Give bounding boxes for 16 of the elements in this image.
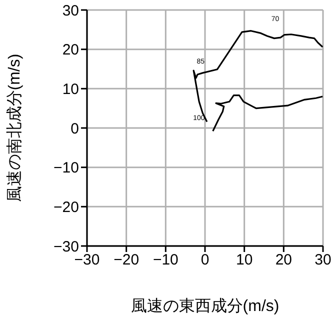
x-tick-label: 10	[236, 252, 253, 269]
x-tick-label: −10	[152, 252, 178, 269]
line-series	[212, 94, 323, 132]
line-series	[192, 30, 323, 123]
y-tick-label: −20	[54, 198, 79, 216]
y-tick-label: 0	[70, 120, 79, 138]
y-tick-label: 30	[62, 2, 79, 20]
y-tick-label: −10	[54, 160, 79, 177]
x-tick-label: 30	[314, 252, 332, 269]
y-tick-label: 20	[62, 42, 79, 59]
x-tick-label: 0	[200, 252, 210, 269]
y-axis-title: 風速の南北成分(m/s)	[6, 54, 24, 202]
x-tick-label: 20	[275, 252, 292, 269]
x-axis-title: 風速の東西成分(m/s)	[130, 297, 280, 315]
y-tick-label: 10	[62, 80, 79, 98]
x-tick-label: −20	[114, 252, 140, 269]
